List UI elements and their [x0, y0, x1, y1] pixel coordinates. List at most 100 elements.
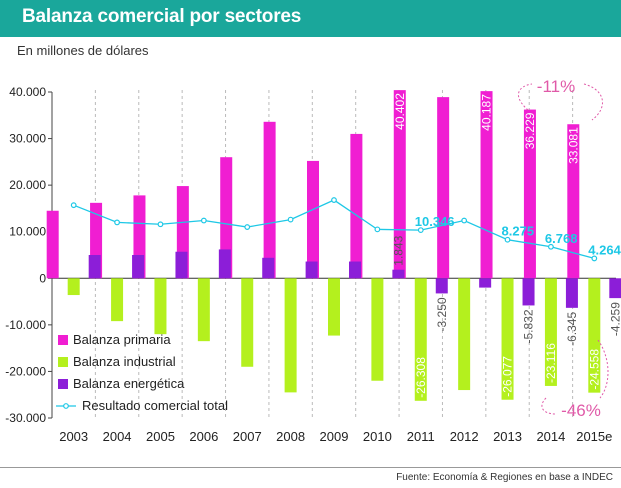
bar-energetica	[609, 278, 621, 299]
total-point	[244, 224, 251, 230]
bar-primaria	[393, 90, 406, 279]
legend-label: Balanza energética	[73, 376, 185, 391]
x-tick-label: 2013	[493, 429, 522, 444]
data-label-total: 10.346	[415, 214, 455, 229]
bar-energetica	[218, 249, 231, 279]
bar-energetica	[349, 261, 361, 279]
total-point	[504, 236, 511, 243]
bar-industrial	[241, 278, 254, 367]
data-label-energetica: -3.250	[435, 297, 449, 331]
bar-industrial	[501, 278, 514, 400]
source-text: Economía & Regiones en base a INDEC	[432, 472, 613, 483]
bar-energetica	[392, 269, 405, 279]
bar-industrial	[371, 278, 384, 381]
x-tick-label: 2015e	[576, 429, 612, 444]
footer-divider	[0, 467, 621, 468]
x-tick-label: 2011	[407, 429, 435, 444]
data-label-total: 8.275	[502, 224, 535, 239]
header-bar: Balanza comercial por sectores	[0, 0, 621, 37]
total-point	[287, 216, 294, 223]
bar-energetica	[565, 278, 578, 308]
bar-energetica	[435, 278, 448, 294]
bar-energetica	[262, 257, 275, 279]
total-point	[461, 217, 468, 224]
data-label-industrial: -24.558	[587, 349, 601, 390]
annotation-arrow	[518, 83, 533, 111]
bar-energetica	[522, 278, 535, 306]
total-point	[591, 255, 598, 262]
total-point	[200, 217, 207, 224]
bar-industrial	[111, 278, 124, 322]
legend-swatch	[58, 357, 68, 367]
data-label-energetica: -6.345	[565, 312, 579, 346]
bar-industrial	[414, 278, 427, 401]
y-tick-label: 40.000	[9, 85, 46, 99]
y-tick-label: 0	[39, 271, 46, 285]
total-point	[114, 219, 120, 226]
bar-primaria	[523, 109, 536, 279]
y-tick-label: -10.000	[5, 318, 46, 332]
bar-industrial	[328, 278, 340, 336]
legend-label: Balanza industrial	[73, 354, 176, 369]
bar-energetica	[479, 278, 492, 288]
bar-industrial	[284, 278, 297, 393]
annotation-arrow	[541, 397, 557, 415]
page-title: Balanza comercial por sectores	[22, 6, 302, 27]
y-tick-label: 10.000	[9, 225, 46, 239]
x-tick-label: 2008	[276, 429, 305, 444]
total-point	[70, 202, 77, 209]
annotation-bottom: -46%	[561, 401, 601, 420]
bar-primaria	[350, 133, 363, 279]
bar-industrial	[544, 278, 557, 386]
legend-swatch	[58, 335, 68, 345]
y-tick-label: 20.000	[9, 178, 46, 192]
bar-primaria	[46, 210, 59, 279]
bar-energetica	[88, 255, 101, 279]
bar-energetica	[132, 255, 145, 279]
bar-primaria	[437, 97, 450, 279]
annotation-arrow	[597, 339, 609, 399]
annotation-arrow	[583, 83, 603, 121]
data-label-total: 6.768	[545, 231, 578, 246]
data-label-industrial: -26.077	[501, 356, 515, 397]
annotation-top: -11%	[537, 77, 575, 96]
data-label-energetica: 1.843	[391, 235, 405, 265]
total-point	[331, 197, 337, 203]
total-point	[374, 226, 381, 233]
bar-primaria	[567, 124, 580, 279]
legend-marker	[63, 403, 69, 409]
bar-primaria	[307, 160, 319, 279]
y-tick-label: -20.000	[5, 364, 46, 378]
source-prefix: Fuente:	[396, 472, 433, 483]
legend-label: Resultado comercial total	[82, 398, 228, 413]
total-point	[417, 227, 424, 234]
x-tick-label: 2012	[450, 429, 479, 444]
data-label-industrial: -26.308	[414, 357, 428, 398]
chart: 40.000 30.000 20.000 10.000 0 -10.000 -20.000 -…	[5, 77, 621, 444]
x-tick-label: 2007	[233, 429, 262, 444]
data-label-primaria: 36.229	[523, 112, 537, 149]
legend-swatch	[58, 379, 68, 389]
bar-energetica	[305, 261, 318, 279]
chart-subtitle: En millones de dólares	[17, 43, 149, 58]
bar-industrial	[458, 278, 471, 391]
data-label-energetica: -4.259	[608, 302, 621, 336]
data-label-primaria: 33.081	[566, 127, 580, 164]
bar-primaria	[220, 157, 233, 279]
y-tick-label: 30.000	[9, 132, 46, 146]
x-tick-label: 2004	[103, 429, 132, 444]
bar-primaria	[263, 121, 276, 279]
x-tick-label: 2003	[59, 429, 88, 444]
x-tick-label: 2014	[536, 429, 565, 444]
legend-label: Balanza primaria	[73, 332, 171, 347]
bar-industrial	[154, 278, 167, 335]
x-tick-label: 2009	[320, 429, 349, 444]
data-label-primaria: 40.187	[480, 94, 494, 131]
total-point	[548, 243, 554, 250]
bar-industrial	[67, 278, 80, 296]
x-tick-label: 2005	[146, 429, 175, 444]
data-label-total: 4.264	[588, 242, 621, 257]
y-tick-label: -30.000	[5, 411, 46, 425]
bar-energetica	[175, 251, 188, 279]
source-note: Fuente: Economía & Regiones en base a IN…	[396, 472, 613, 483]
